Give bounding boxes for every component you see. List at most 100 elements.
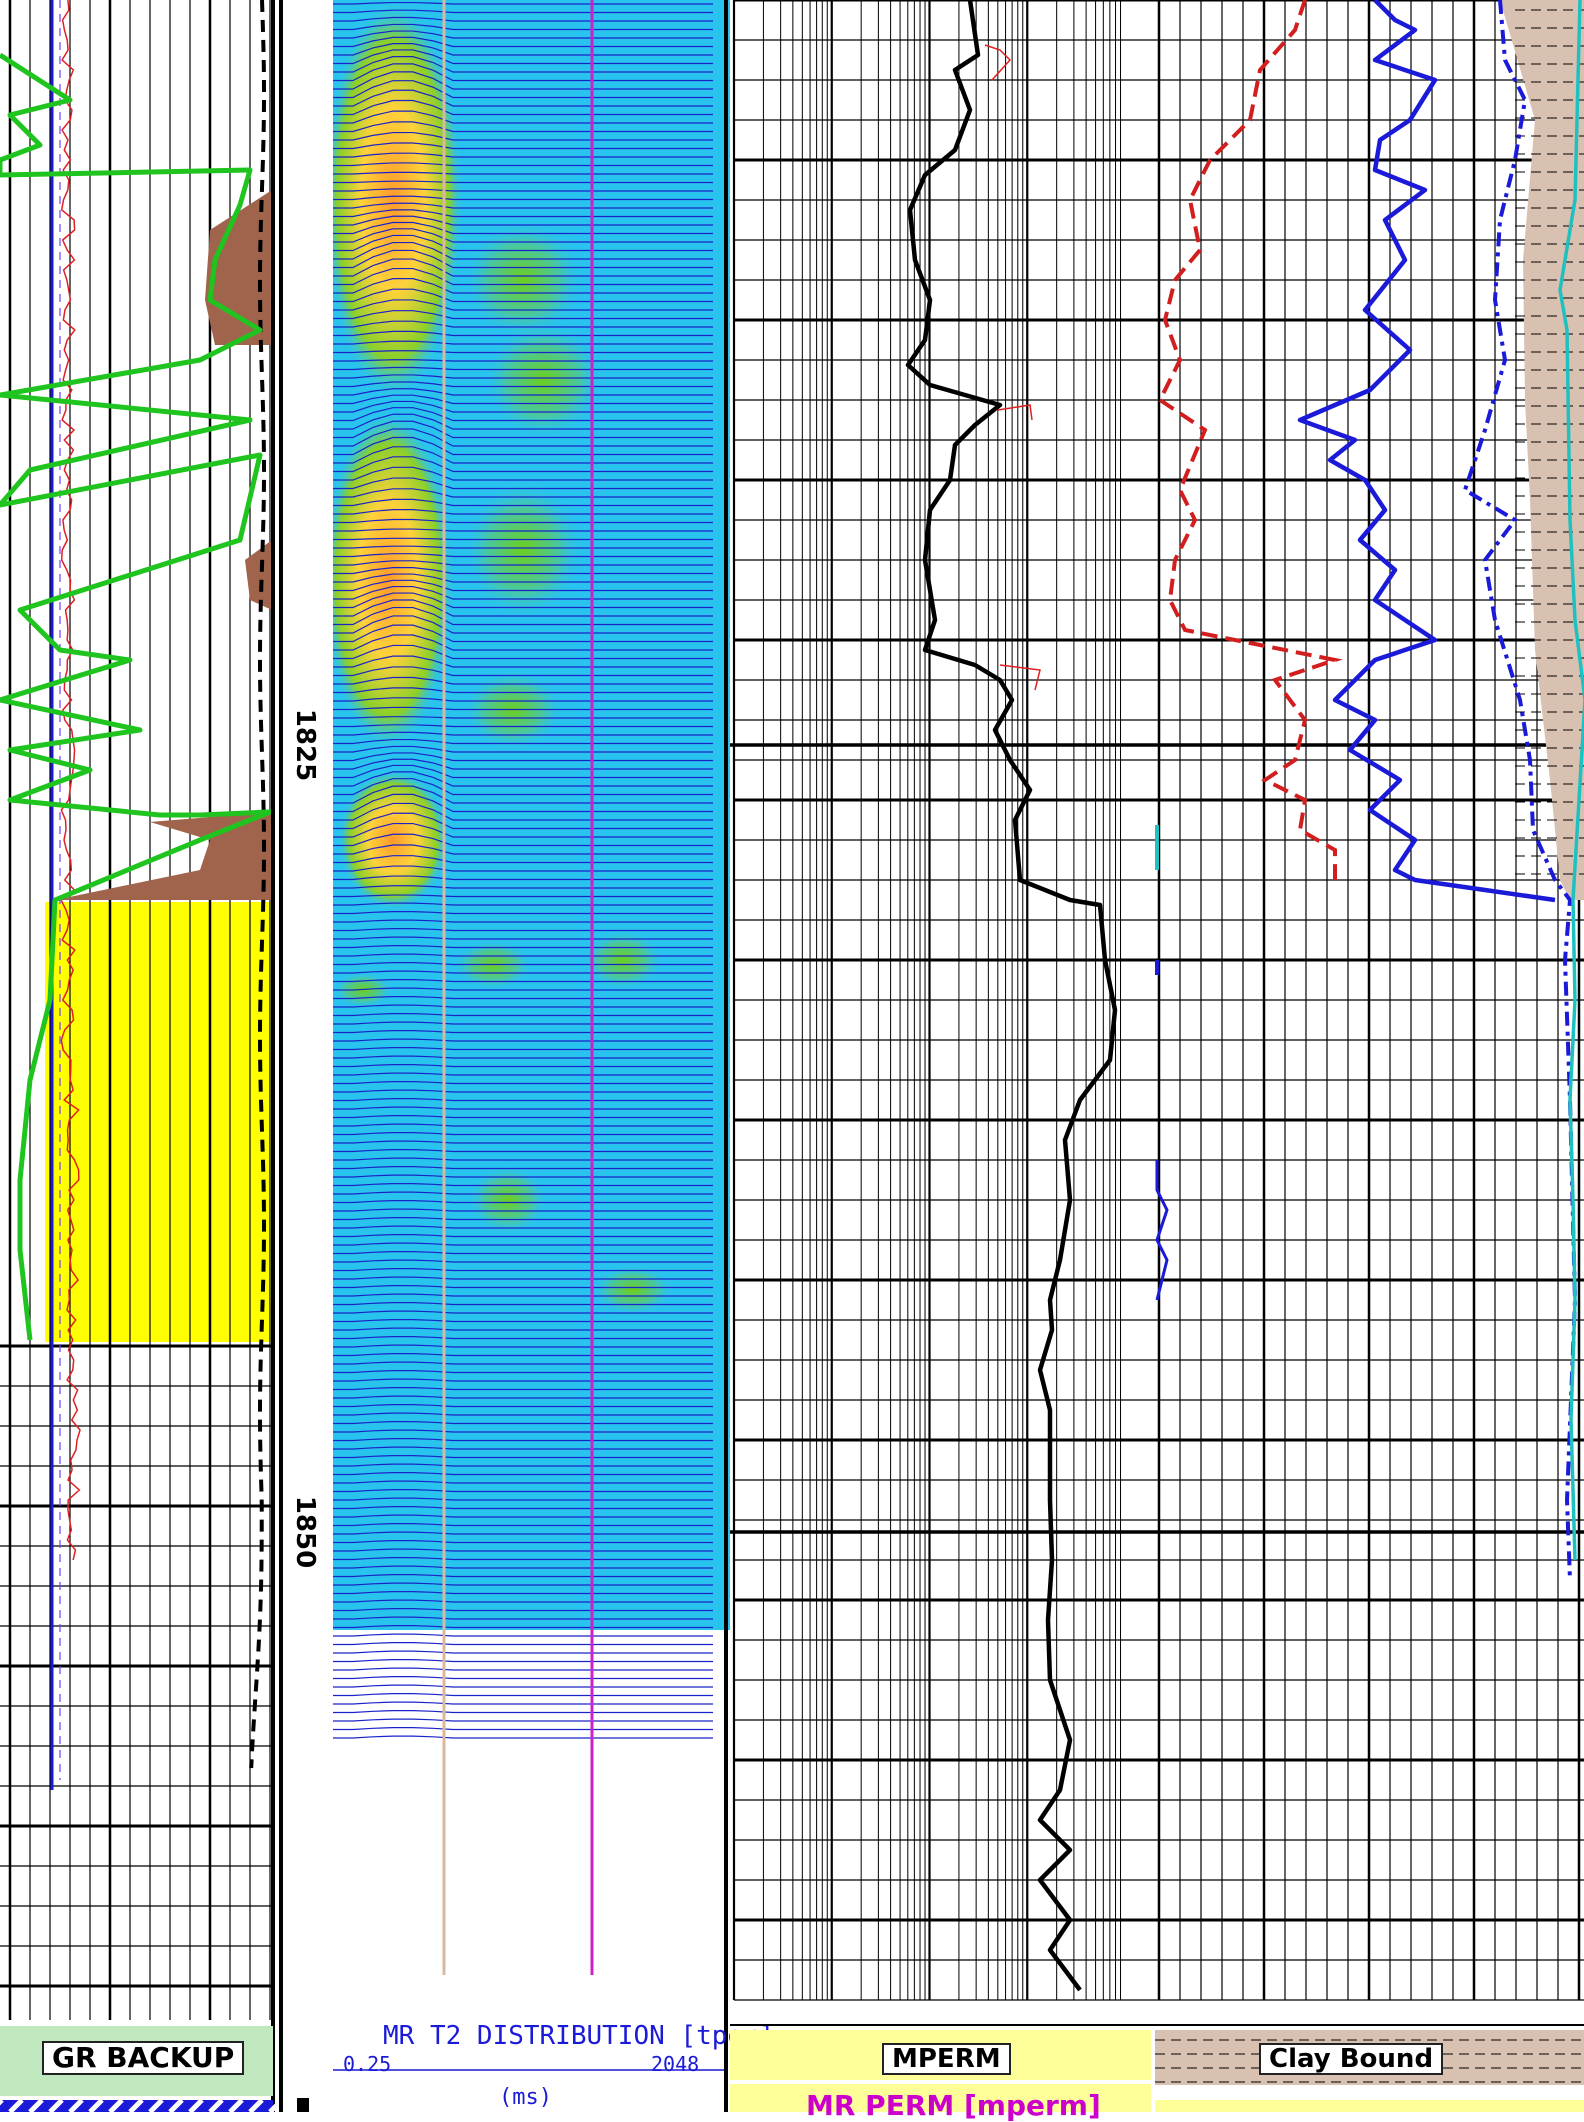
t2-line — [333, 1267, 713, 1272]
t2-line — [333, 241, 713, 260]
hatch-stripe — [268, 2101, 277, 2112]
t2-line — [333, 1318, 713, 1323]
t2-line — [333, 278, 713, 294]
mr-t2-unit: (ms) — [499, 2085, 552, 2110]
clay-dash-pattern — [1515, 9, 1584, 875]
t2-line — [333, 16, 713, 22]
t2-line — [333, 666, 713, 677]
hatch-stripe — [248, 2098, 264, 2112]
t2-line — [333, 1344, 713, 1348]
t2-line — [333, 1123, 713, 1127]
mperm-track: MPERM MR PERM [mperm] — [730, 0, 1155, 2122]
t2-line — [333, 209, 713, 218]
hatch-stripe — [48, 2098, 64, 2112]
t2-line — [333, 381, 713, 388]
mperm-horizontal-grid — [734, 0, 1155, 2001]
mperm-red-curve — [984, 44, 1012, 81]
t2-line — [333, 413, 713, 430]
t2-distribution-track: MR T2 DISTRIBUTION [tpor] 0.25 2048 (ms) — [333, 0, 774, 2112]
t2-line — [333, 188, 713, 192]
t2-line — [333, 1412, 713, 1416]
t2-line — [333, 545, 713, 549]
t2-line — [333, 919, 713, 923]
t2-line — [333, 1055, 713, 1059]
t2-line — [333, 793, 713, 813]
t2-line — [333, 822, 713, 838]
t2-line — [333, 359, 713, 362]
t2-line — [333, 407, 713, 422]
t2-line — [333, 1310, 713, 1314]
t2-line — [333, 162, 713, 167]
sand-fill — [45, 902, 273, 1342]
depth-header-mark — [297, 2098, 309, 2112]
mperm-header-label: MPERM — [882, 2043, 1011, 2075]
t2-line — [333, 970, 713, 974]
mperm-track-plot — [730, 0, 1155, 2112]
mr-perm-header-partial: MR PERM [mperm] — [806, 2089, 1101, 2122]
t2-line — [333, 802, 713, 821]
t2-line — [333, 400, 713, 413]
blue-curve — [1297, 0, 1556, 903]
t2-line — [333, 1641, 713, 1646]
mperm-red-curve — [999, 664, 1041, 691]
t2-line — [333, 1556, 713, 1561]
t2-line — [333, 1582, 713, 1586]
t2-line — [333, 1276, 713, 1280]
t2-line — [333, 961, 713, 966]
t2-line — [333, 1242, 713, 1246]
t2-line — [333, 560, 713, 566]
hatch-stripe — [168, 2098, 184, 2112]
black-dashed-curve — [249, 0, 267, 1769]
t2-line — [333, 394, 713, 405]
hatch-stripe — [208, 2098, 224, 2112]
t2-line — [333, 1497, 713, 1501]
t2-line — [333, 902, 713, 906]
t2-line — [333, 1089, 713, 1093]
depth-track: 1825 1850 — [277, 0, 333, 2112]
t2-line — [333, 1395, 713, 1399]
t2-line — [333, 1378, 713, 1382]
t2-line — [333, 1590, 713, 1595]
t2-distribution-lines — [333, 1, 713, 1739]
t2-line — [333, 745, 713, 753]
t2-line — [333, 71, 713, 90]
t2-line — [333, 1684, 713, 1688]
t2-line — [333, 1463, 713, 1467]
t2-line — [333, 267, 713, 286]
gr-horizontal-grid — [0, 1344, 272, 1988]
mperm-curve — [905, 0, 1118, 1992]
t2-line — [333, 687, 713, 694]
t2-line — [333, 1225, 713, 1229]
t2-line — [333, 131, 713, 141]
t2-line — [333, 234, 713, 252]
t2-green-blob — [583, 930, 663, 990]
t2-line — [333, 228, 713, 243]
t2-line — [333, 1080, 713, 1085]
hatch-stripe — [108, 2098, 124, 2112]
t2-line — [333, 202, 713, 209]
t2-line — [333, 180, 713, 184]
hatch-stripe — [188, 2098, 204, 2112]
t2-line — [333, 1480, 713, 1484]
t2-line — [333, 885, 713, 889]
t2-line — [333, 1114, 713, 1119]
red-dashed-curve — [1157, 0, 1343, 880]
t2-line — [333, 171, 713, 175]
t2-line — [333, 1131, 713, 1136]
depth-label-1825: 1825 — [290, 709, 320, 781]
gr-curve — [0, 52, 273, 1341]
t2-line — [333, 258, 713, 277]
t2-line — [333, 456, 713, 473]
t2-line — [333, 63, 713, 82]
t2-line — [333, 1488, 713, 1493]
t2-line — [333, 697, 713, 702]
t2-line — [333, 195, 713, 201]
t2-green-blob — [463, 480, 583, 620]
t2-line — [333, 927, 713, 932]
clay-porosity-track: Clay Bound — [1155, 0, 1584, 2112]
t2-line — [333, 518, 713, 524]
t2-line — [333, 1327, 713, 1331]
t2-line — [333, 676, 713, 685]
mr-perm-header-background — [730, 2084, 1151, 2112]
t2-line — [333, 1038, 713, 1042]
